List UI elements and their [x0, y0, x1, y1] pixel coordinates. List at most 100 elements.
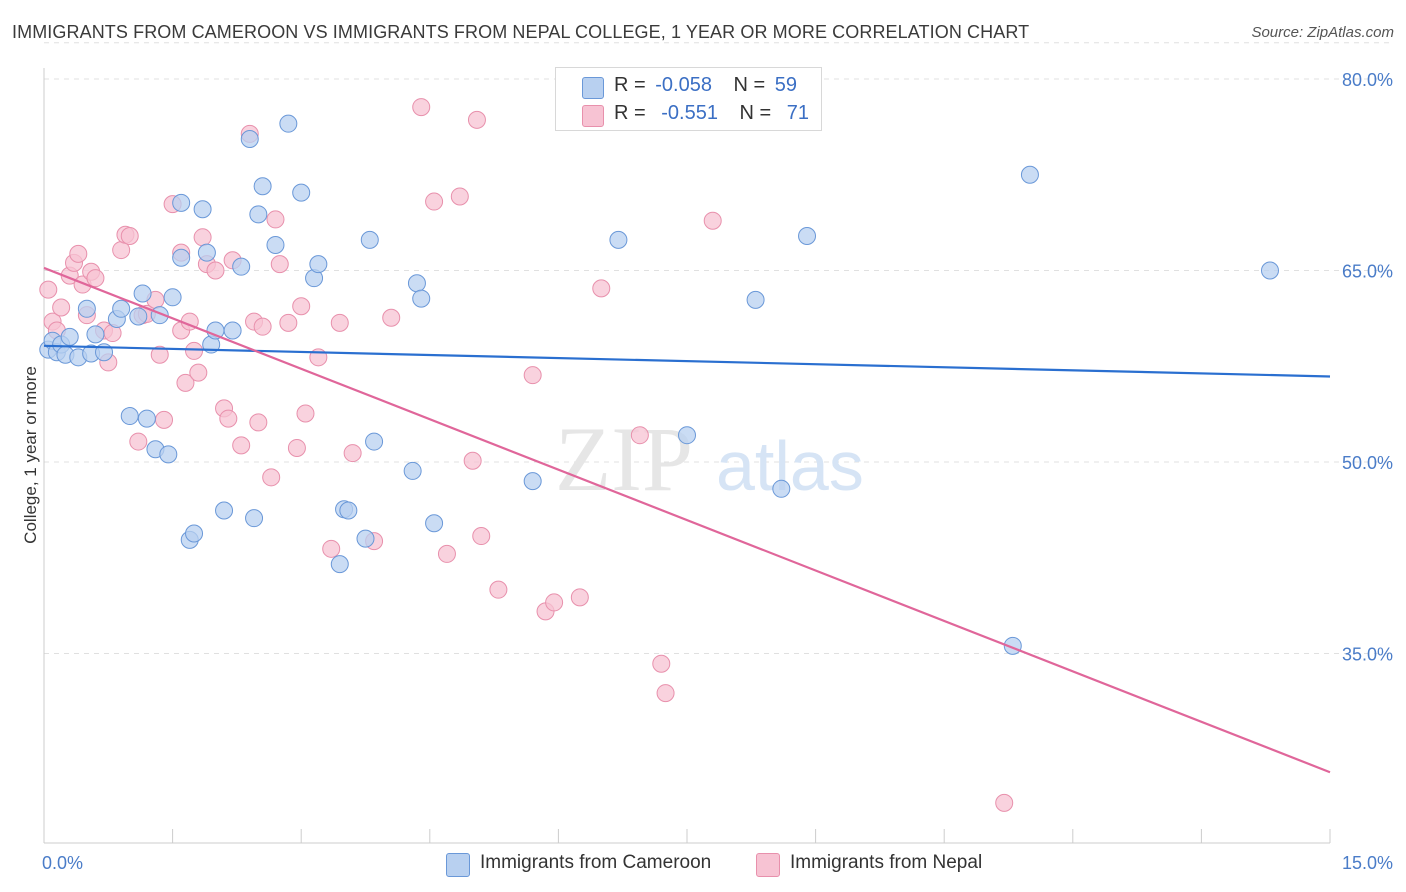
nepal-point-41	[262, 468, 281, 487]
legend-r-label: R =	[614, 74, 646, 96]
cameroon-point-36	[266, 235, 285, 254]
cameroon-point-45	[360, 230, 379, 249]
nepal-point-54	[412, 98, 431, 117]
nepal-point-43	[270, 255, 289, 274]
nepal-point-10	[86, 269, 105, 288]
nepal-point-61	[489, 580, 508, 599]
cameroon-point-51	[523, 472, 542, 491]
nepal-point-68	[652, 654, 671, 673]
legend-r-nepal: -0.551	[661, 102, 718, 124]
cameroon-point-54	[746, 290, 765, 309]
cameroon-point-19	[159, 445, 178, 464]
bottom-label-nepal: Immigrants from Nepal	[790, 852, 983, 873]
nepal-point-44	[279, 313, 298, 332]
nepal-point-51	[343, 444, 362, 463]
cameroon-point-13	[120, 407, 139, 426]
trend-line-cameroon	[43, 344, 1331, 378]
cameroon-point-14	[129, 307, 148, 326]
cameroon-point-34	[249, 205, 268, 224]
cameroon-point-52	[609, 230, 628, 249]
cameroon-point-41	[330, 555, 349, 574]
nepal-point-57	[450, 187, 469, 206]
legend-n-label: N =	[739, 102, 772, 124]
nepal-point-55	[425, 192, 444, 211]
bottom-label-cameroon: Immigrants from Cameroon	[480, 852, 712, 873]
x-tick-label-1: 15.0%	[1342, 853, 1393, 873]
cameroon-point-5	[60, 327, 79, 346]
grid-lines	[44, 42, 1394, 654]
series-cameroon-points	[39, 114, 1279, 655]
cameroon-point-16	[137, 409, 156, 428]
nepal-point-59	[467, 110, 486, 129]
cameroon-point-33	[245, 509, 264, 528]
nepal-point-40	[253, 317, 272, 336]
nepal-point-69	[656, 684, 675, 703]
nepal-point-34	[219, 409, 238, 428]
nepal-point-32	[206, 261, 225, 280]
y-tick-label-2: 65.0%	[1342, 262, 1393, 282]
cameroon-point-49	[412, 289, 431, 308]
cameroon-point-46	[365, 432, 384, 451]
nepal-point-21	[150, 345, 169, 364]
nepal-point-42	[266, 210, 285, 229]
y-tick-label-0: 35.0%	[1342, 645, 1393, 665]
legend-r-label: R =	[614, 102, 646, 124]
cameroon-point-31	[232, 257, 251, 276]
y-axis-label: College, 1 year or more	[21, 366, 40, 544]
legend-n-cameroon: 59	[774, 74, 798, 96]
cameroon-point-35	[253, 177, 272, 196]
trend-line-nepal	[43, 266, 1331, 774]
cameroon-point-15	[133, 284, 152, 303]
nepal-point-0	[39, 280, 58, 299]
axes	[43, 68, 1331, 844]
bottom-swatch-nepal	[756, 853, 780, 877]
nepal-point-29	[189, 363, 208, 382]
nepal-point-16	[120, 227, 139, 246]
cameroon-point-40	[309, 255, 328, 274]
nepal-point-26	[176, 373, 195, 392]
cameroon-point-29	[215, 501, 234, 520]
nepal-point-67	[630, 426, 649, 445]
cameroon-point-53	[678, 426, 696, 445]
nepal-point-47	[296, 404, 315, 423]
cameroon-point-47	[403, 461, 422, 480]
cameroon-point-12	[112, 299, 131, 318]
cameroon-point-37	[279, 114, 298, 133]
nepal-point-6	[69, 244, 88, 263]
cameroon-point-24	[185, 524, 204, 543]
nepal-point-39	[249, 413, 268, 432]
cameroon-point-56	[798, 227, 817, 246]
chart-title: IMMIGRANTS FROM CAMEROON VS IMMIGRANTS F…	[12, 22, 1030, 42]
nepal-point-50	[330, 313, 349, 332]
cameroon-point-38	[292, 183, 311, 202]
cameroon-point-55	[772, 479, 791, 498]
cameroon-point-57	[1020, 165, 1039, 184]
nepal-point-66	[592, 279, 611, 298]
nepal-point-30	[193, 228, 212, 247]
nepal-point-28	[185, 341, 204, 360]
watermark-atlas: atlas	[716, 427, 864, 505]
nepal-point-3	[52, 298, 71, 317]
nepal-point-45	[287, 438, 306, 457]
legend-swatch-nepal	[582, 105, 604, 127]
legend-n-label: N =	[733, 74, 766, 96]
cameroon-point-22	[172, 248, 191, 267]
cameroon-point-25	[193, 200, 212, 219]
correlation-legend: R = -0.058 N = 59 R = -0.551 N = 71	[555, 67, 822, 131]
source-label: Source: ZipAtlas.com	[1251, 24, 1394, 41]
cameroon-point-48	[407, 274, 426, 293]
cameroon-point-30	[223, 321, 242, 340]
cameroon-point-59	[1260, 261, 1279, 280]
cameroon-point-43	[339, 501, 358, 520]
nepal-point-36	[232, 436, 251, 455]
nepal-point-62	[523, 366, 542, 385]
trend-lines	[43, 266, 1331, 774]
nepal-point-49	[322, 539, 341, 558]
nepal-point-56	[437, 544, 456, 563]
cameroon-point-20	[163, 288, 182, 307]
nepal-point-58	[463, 451, 482, 470]
y-tick-label-1: 50.0%	[1342, 453, 1393, 473]
cameroon-point-21	[172, 193, 191, 212]
nepal-point-71	[995, 793, 1014, 812]
